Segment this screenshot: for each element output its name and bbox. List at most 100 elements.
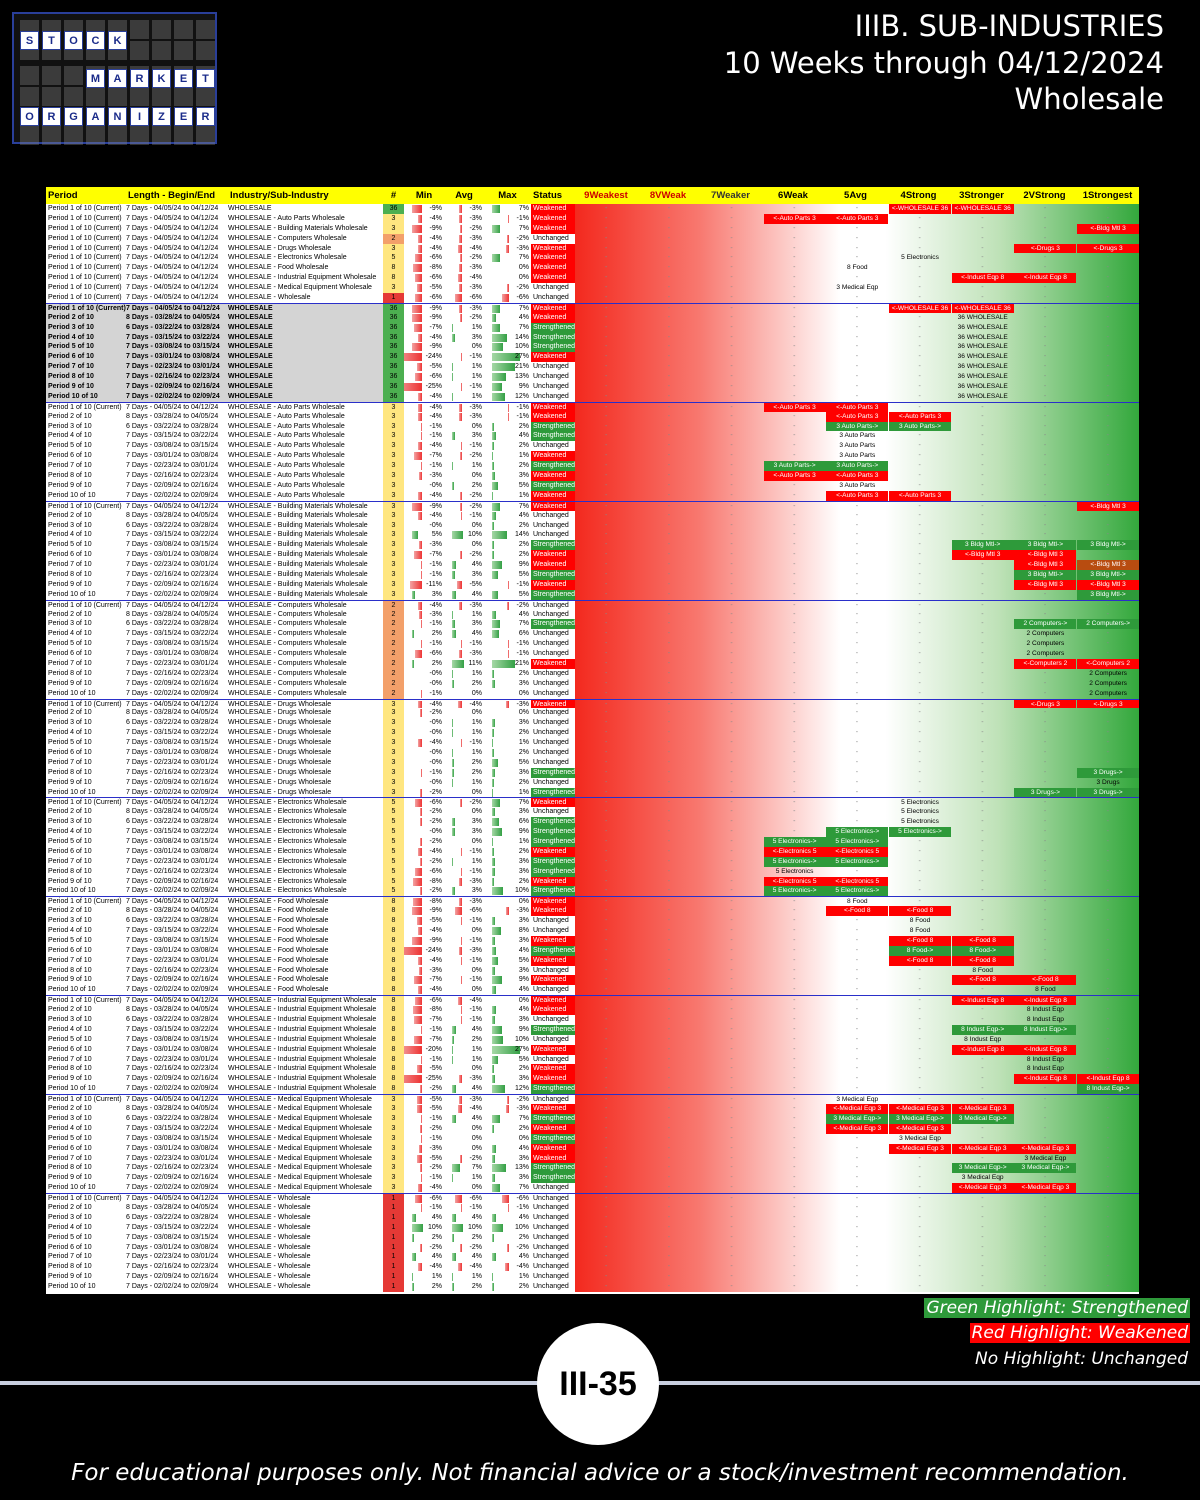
rank-dot: - [793,580,796,588]
count-cell: 3 [383,411,404,422]
rank-dot: - [1106,867,1109,875]
min-cell: -2% [404,1243,444,1253]
rank-dot: - [667,521,671,529]
rank-entry: 3 Drugs [1096,778,1120,786]
value-text: 2% [518,422,529,430]
min-cell: -1% [404,570,444,580]
rank-entry: 2 Computers [1026,650,1065,658]
value-bar [492,1283,495,1292]
rank-dot: - [918,857,921,865]
rank-dot: - [605,1016,608,1024]
rank-dot: - [793,353,796,361]
rank-zone: ---------<-Medical Eqp 3<-Medical Eqp 3 [575,1123,1139,1134]
min-cell: -7% [404,323,444,333]
industry-cell: WHOLESALE - Food Wholesale [228,986,329,994]
value-text: 27% [514,353,529,361]
logo-letter: E [174,69,193,88]
rank-dot: - [855,976,859,984]
rank-dot: - [1106,491,1109,499]
table-row: Period 5 of 10 7 Days - 03/08/24 to 03/15… [46,935,1139,946]
rank-dot: - [730,570,733,578]
rank-dot: - [667,234,671,242]
rank-dot: - [981,462,984,470]
table-row: Period 8 of 10 7 Days - 02/16/24 to 02/23… [46,1064,1139,1075]
industry-cell: WHOLESALE [228,322,383,333]
rank-dot: - [855,502,859,510]
max-cell: 3% [484,916,531,926]
value-text: 9% [518,383,529,391]
industry-cell: WHOLESALE - Industrial Equipment Wholesa… [228,1085,377,1093]
rank-dot: - [1106,946,1109,954]
industry-cell: WHOLESALE - Wholesale [228,1213,311,1221]
rank-dot: - [793,997,796,1005]
rank-dot: - [918,610,921,618]
value-bar [459,452,462,461]
value-bar [420,1134,422,1143]
table-row: Period 4 of 10 7 Days - 03/15/24 to 03/22… [46,530,1139,541]
rank-dot: - [981,1065,984,1073]
rank-dot: - [1106,1006,1109,1014]
avg-cell: 4% [444,1252,484,1262]
min-cell: -11% [404,580,444,590]
value-text: 5% [518,956,529,964]
value-text: 4% [471,1213,482,1221]
rank-dot: - [1043,1253,1047,1261]
max-cell: 1% [484,451,531,461]
rank-dot: - [667,788,671,796]
rank-dot: - [918,966,921,974]
rank-dot: - [793,481,796,489]
industry-cell: WHOLESALE - Building Materials Wholesale [228,521,368,529]
value-bar [414,452,422,461]
rank-entry: 2 Computers [1089,679,1127,687]
value-bar [452,570,456,579]
rank-entry: 3 Auto Parts [839,481,876,489]
min-cell: -2% [404,857,444,867]
rank-dot: - [981,403,984,411]
industry-cell: WHOLESALE - Computers Wholesale [228,659,347,667]
min-cell: -0% [404,728,444,738]
rank-dot: - [1043,1263,1047,1271]
value-bar [492,570,498,579]
table-row: Period 8 of 10 7 Days - 02/16/24 to 02/23… [46,1262,1139,1273]
rank-dot: - [605,927,608,935]
rank-dot: - [855,561,859,569]
value-bar [452,1253,457,1262]
avg-cell: 1% [444,669,484,679]
value-text: -2% [429,788,442,796]
min-cell: -2% [404,708,444,718]
avg-cell: -2% [444,313,484,323]
status-cell: Weakened [531,550,575,561]
rank-dot: - [605,373,608,381]
rank-dot: - [1106,1223,1109,1231]
rank-entry: <-Computers 2 [1077,658,1139,669]
max-cell: 9% [484,1025,531,1035]
rank-zone: ---------5 Electronics->5 Electronics-> [575,837,1139,847]
value-bar [412,936,422,945]
status-cell: Weakened [531,253,575,264]
status-cell: Strengthened [531,1163,575,1174]
avg-cell: 0% [444,521,484,531]
rank-zone: ---------<-Auto Parts 3<-Auto Parts 3 [575,213,1139,224]
rank-dot: - [730,1144,733,1152]
value-text: -1% [469,976,482,984]
rank-dot: - [793,1144,796,1152]
rank-zone: ---------8 Food [575,985,1139,996]
rank-dot: - [667,601,671,609]
rank-dot: - [667,1164,671,1172]
value-bar [492,610,497,619]
value-text: -1% [469,442,482,450]
rank-dot: - [855,1253,859,1261]
rank-dot: - [981,373,984,381]
industry-cell: WHOLESALE - Medical Equipment Wholesale [228,1134,372,1142]
count-cell: 3 [383,699,404,709]
value-text: -5% [429,284,442,292]
value-text: -3% [516,1105,529,1113]
status-cell: Unchanged [531,382,575,392]
table-row: Period 1 of 10 (Current) 7 Days - 04/05/2… [46,797,1139,808]
length-cell: 6 Days - 03/22/24 to 03/28/24 [126,521,219,529]
rank-dot: - [667,966,671,974]
value-bar [412,1213,417,1222]
rank-dot: - [981,659,984,667]
value-bar [413,1006,422,1015]
rank-dot: - [1106,442,1109,450]
